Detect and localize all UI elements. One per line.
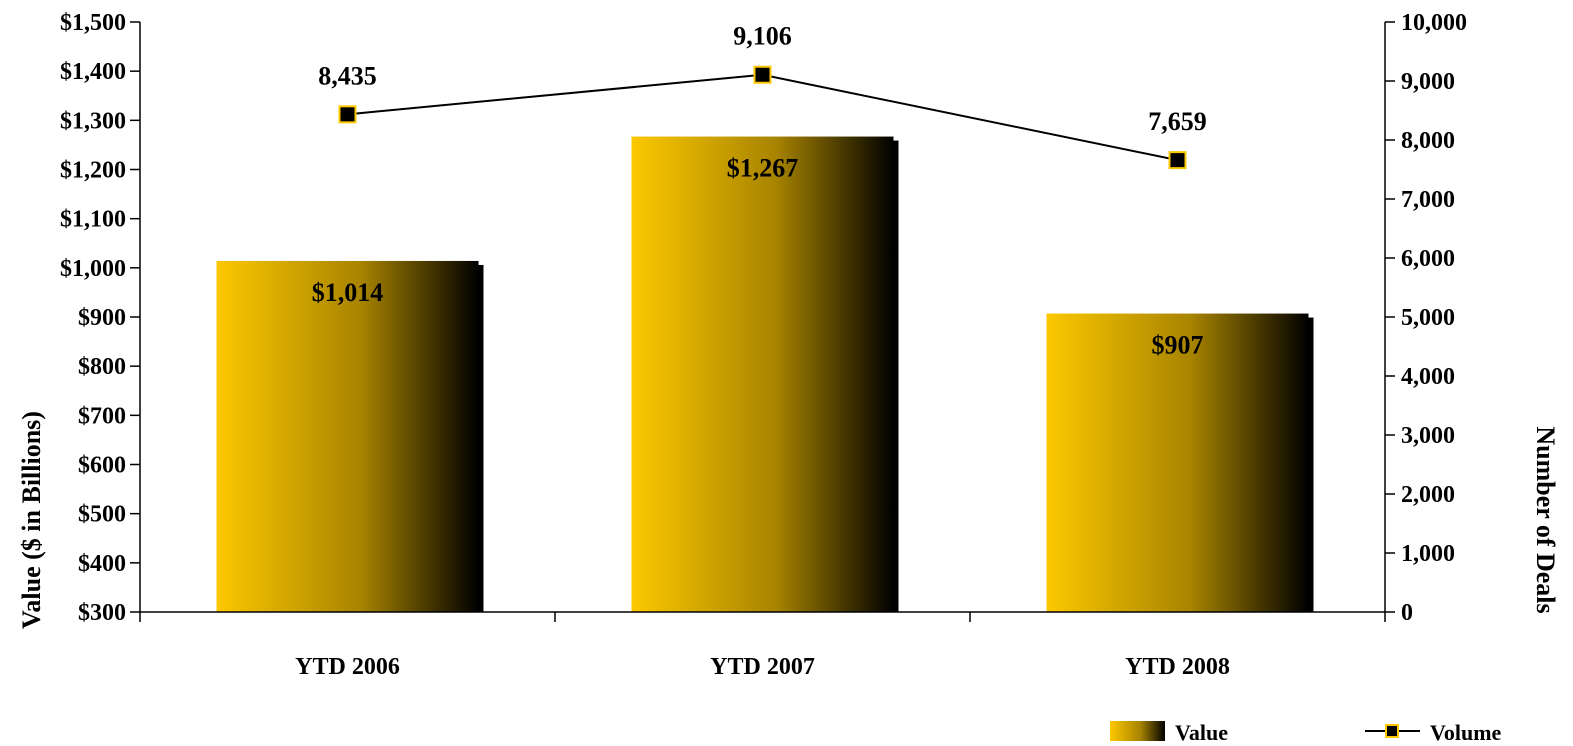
left-y-tick-label: $1,500: [60, 10, 126, 36]
right-y-tick-label: 1,000: [1401, 541, 1455, 567]
x-category-label: YTD 2007: [710, 654, 815, 680]
value-bar: [631, 136, 894, 612]
right-y-axis-title: Number of Deals: [1531, 426, 1560, 613]
left-y-tick-label: $800: [78, 354, 126, 380]
right-y-tick-label: 7,000: [1401, 187, 1455, 213]
legend-volume-label: Volume: [1430, 720, 1502, 745]
right-y-tick-label: 0: [1401, 600, 1413, 626]
volume-point-label: 8,435: [318, 61, 377, 90]
legend: Value Volume: [1110, 720, 1502, 745]
bar-data-labels: $1,014 $1,267 $907: [312, 154, 1204, 360]
x-ticks: YTD 2006 YTD 2007 YTD 2008: [139, 612, 1386, 680]
right-y-tick-label: 6,000: [1401, 246, 1455, 272]
left-y-tick-label: $1,100: [60, 207, 126, 233]
value-bar-label: $1,014: [312, 278, 384, 307]
right-y-tick-label: 2,000: [1401, 482, 1455, 508]
left-y-tick-label: $1,400: [60, 59, 126, 85]
left-y-tick-label: $600: [78, 453, 126, 479]
volume-point-label: 7,659: [1148, 107, 1207, 136]
legend-volume-marker: [1385, 724, 1399, 738]
left-y-tick-label: $1,000: [60, 256, 126, 282]
left-y-tick-label: $1,300: [60, 108, 126, 134]
left-y-tick-label: $700: [78, 403, 126, 429]
x-category-label: YTD 2006: [295, 654, 400, 680]
left-y-tick-label: $900: [78, 305, 126, 331]
volume-point-marker: [1168, 151, 1187, 170]
left-y-tick-label: $400: [78, 551, 126, 577]
volume-line-series: 8,435 9,106 7,659: [318, 22, 1207, 170]
right-y-tick-label: 10,000: [1401, 10, 1467, 36]
right-y-tick-label: 9,000: [1401, 69, 1455, 95]
left-y-tick-label: $500: [78, 502, 126, 528]
value-bars: [216, 136, 1314, 612]
left-y-axis-title: Value ($ in Billions): [17, 411, 46, 629]
right-y-ticks: 0 1,000 2,000 3,000 4,000 5,000 6,000 7,000 8,00…: [1385, 10, 1467, 626]
right-y-tick-label: 8,000: [1401, 128, 1455, 154]
right-y-tick-label: 3,000: [1401, 423, 1455, 449]
left-y-ticks: $300 $400 $500 $600 $700 $800 $900 $1,000 $1,100…: [60, 10, 140, 626]
legend-value-swatch: [1110, 721, 1165, 741]
value-bar-label: $1,267: [727, 154, 799, 183]
legend-value-label: Value: [1175, 720, 1228, 745]
right-y-tick-label: 4,000: [1401, 364, 1455, 390]
value-bar-label: $907: [1152, 331, 1204, 360]
right-y-tick-label: 5,000: [1401, 305, 1455, 331]
volume-point-label: 9,106: [733, 22, 792, 51]
volume-point-marker: [753, 65, 772, 84]
volume-point-marker: [338, 105, 357, 124]
value-bar: [216, 260, 479, 612]
left-y-tick-label: $1,200: [60, 158, 126, 184]
left-y-tick-label: $300: [78, 600, 126, 626]
x-category-label: YTD 2008: [1125, 654, 1230, 680]
value-bar: [1046, 313, 1309, 612]
